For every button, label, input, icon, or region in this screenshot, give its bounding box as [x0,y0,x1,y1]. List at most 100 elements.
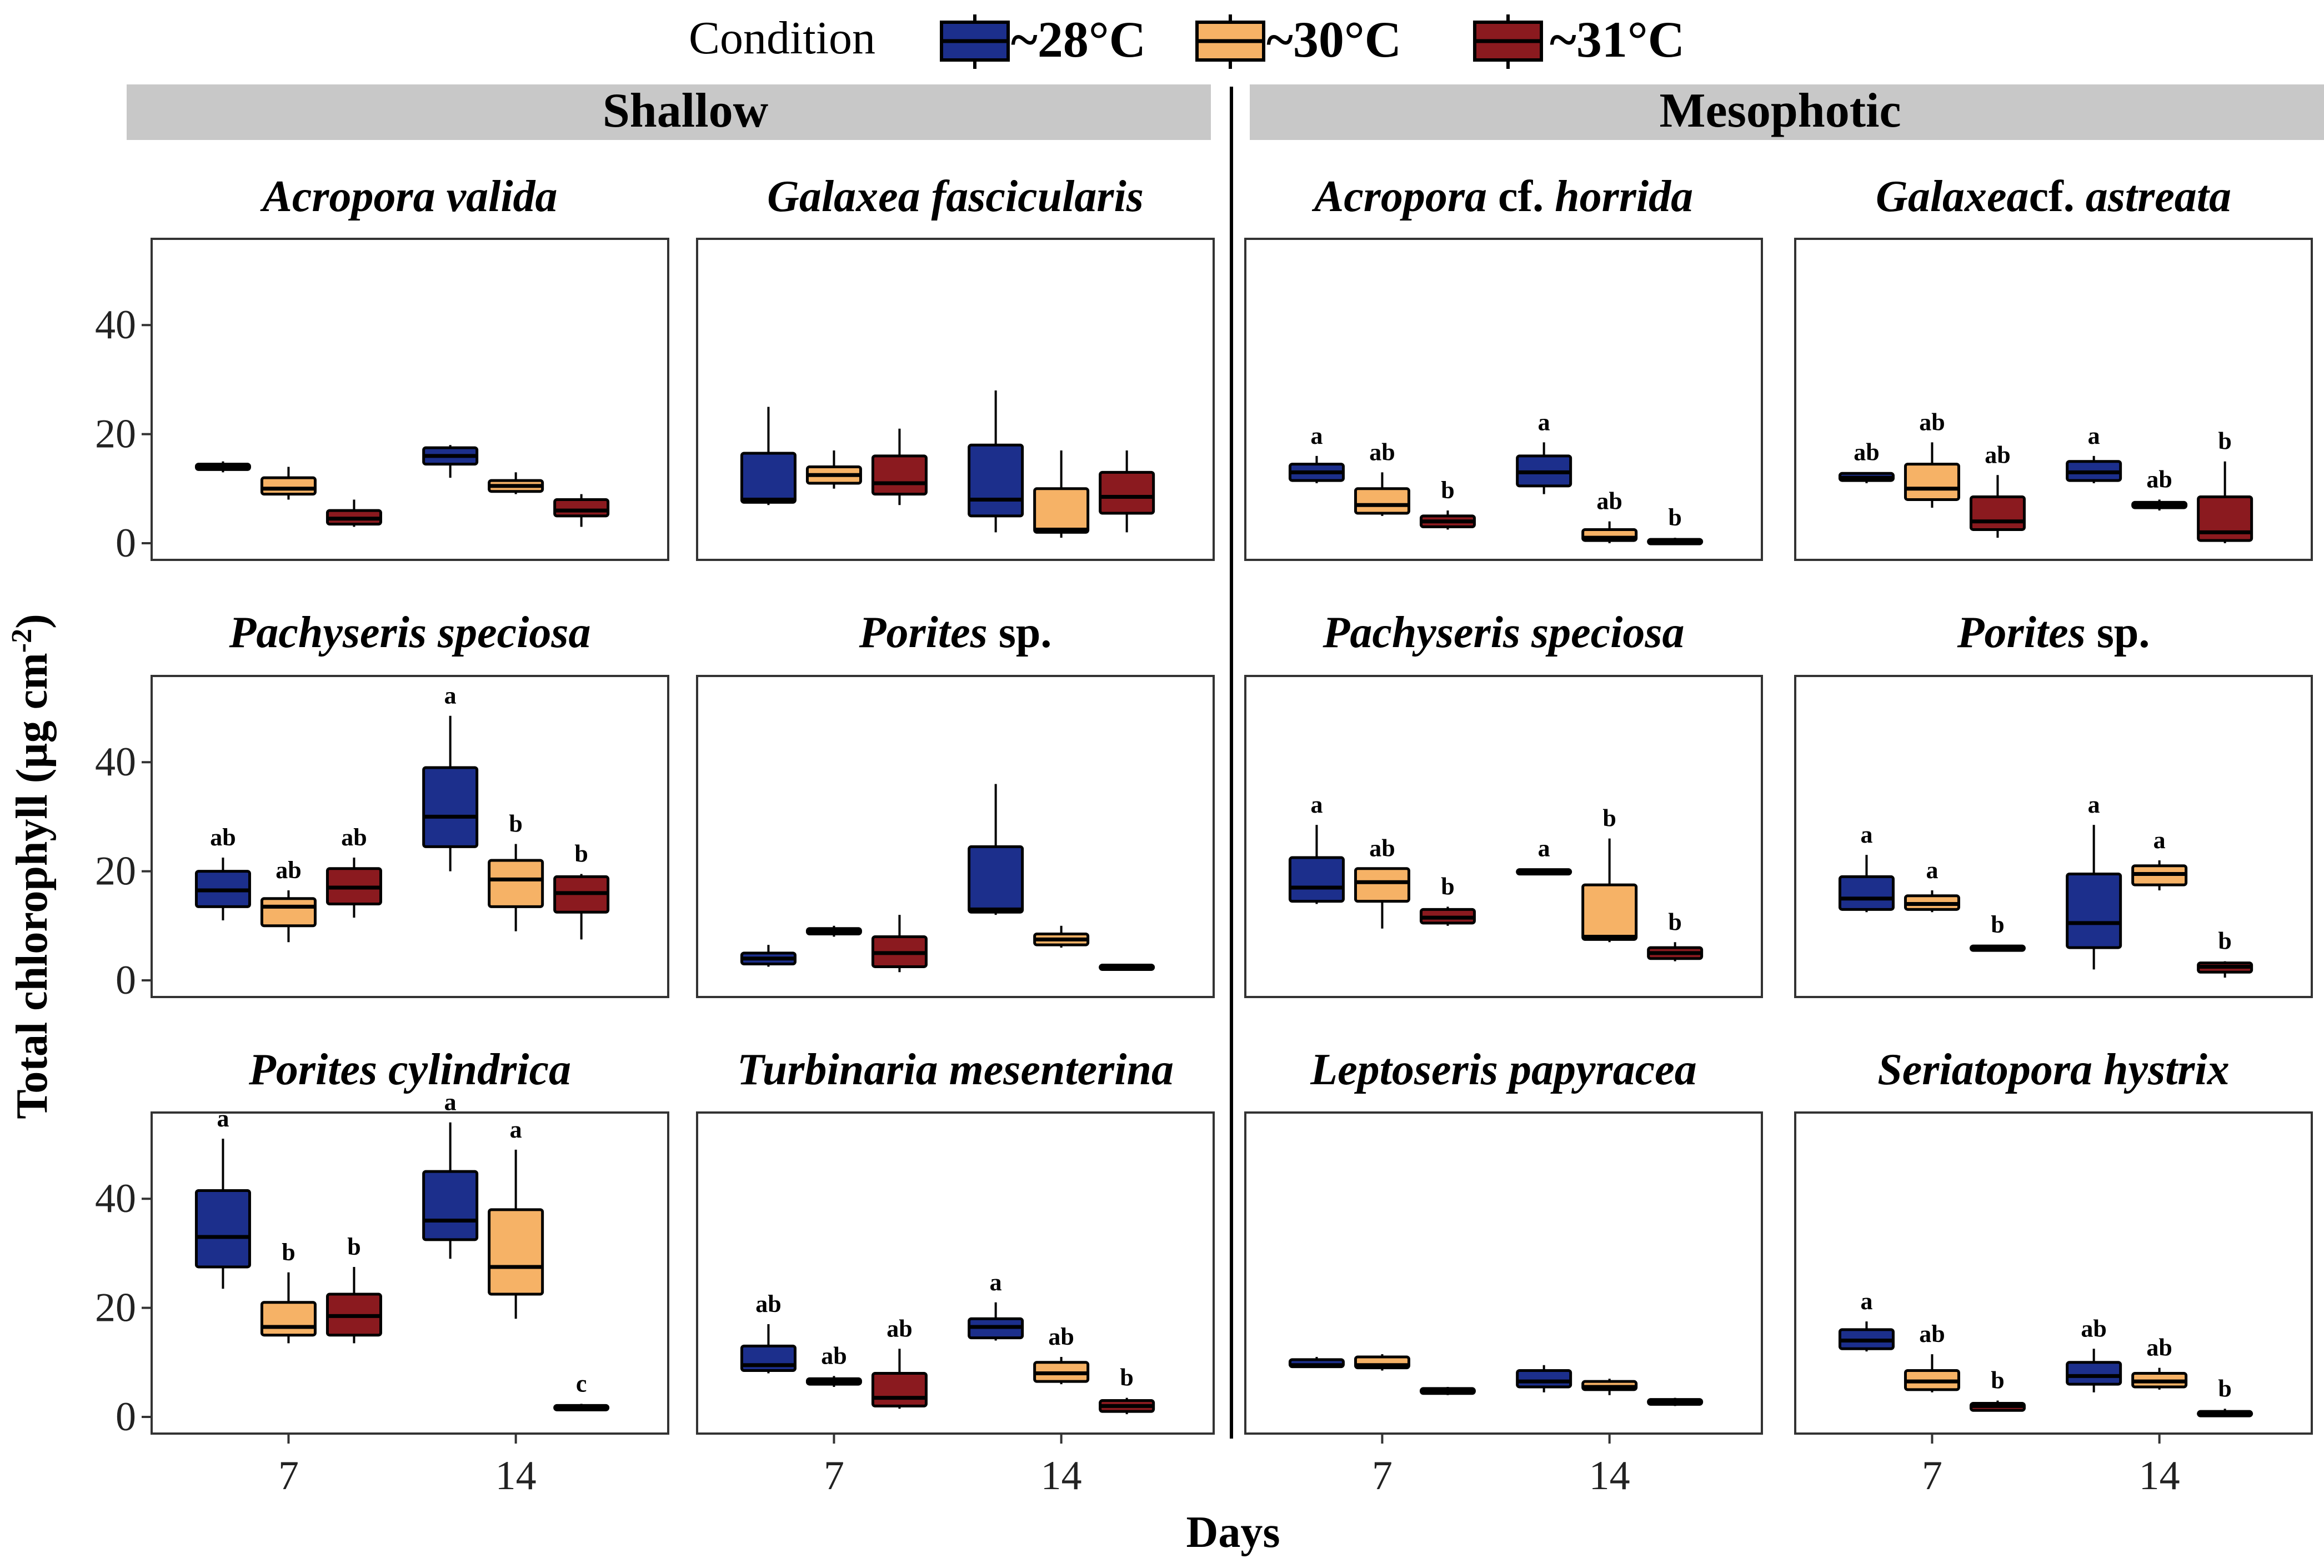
panel-10: Turbinaria mesenterina ab ab ab a ab b 7 14 [696,1045,1215,1499]
panel-title: Porites cylindrica [248,1045,571,1094]
group-strip-shallow: Shallow [127,84,1211,140]
x-tick-label: 7 [1372,1453,1393,1499]
box-day7-30C: ab [1904,408,1960,508]
significance-label: a [1926,856,1938,884]
box-day14-31C: b [2197,928,2253,978]
legend-label-30: ~30°C [1266,11,1401,68]
box-iqr [871,454,928,496]
y-tick-label: 20 [95,412,136,457]
panel-title: Pachyseris speciosa [1322,608,1684,657]
box-day7-31C [871,915,928,973]
box-day7-28C [1288,1356,1345,1369]
panel-11: Leptoseris papyracea 7 14 [1244,1045,1763,1499]
legend-label-31: ~31°C [1550,11,1685,68]
panel-title: Galaxeacf. astreata [1876,172,2231,221]
significance-label: b [1441,873,1454,900]
box-day7-28C: a [1288,422,1345,483]
panel-6: Porites sp. [696,608,1215,998]
box-iqr [968,845,1024,914]
x-tick-label: 7 [278,1453,299,1499]
significance-label: a [2088,422,2100,449]
box-day7-31C: ab [871,1315,928,1409]
box-day14-31C: b [553,840,610,940]
box-iqr [2197,495,2253,542]
significance-label: b [2218,428,2231,455]
legend: Condition ~28°C ~30°C ~31°C [689,11,1685,69]
box-day14-30C: ab [1033,1323,1090,1385]
box-day7-28C: a [1288,791,1345,904]
box-day7-30C [805,450,862,489]
box-day14-28C: a [1516,835,1572,876]
box-day14-31C: b [1647,908,1704,961]
panel-frame [1244,238,1763,561]
y-tick-label: 0 [116,958,136,1003]
panel-4: Galaxeacf. astreata ab ab ab a ab b [1794,172,2313,561]
box-iqr [1516,1369,1572,1389]
panel-frame [1794,238,2313,561]
box-day7-30C: b [260,1239,317,1344]
box-day7-28C: a [194,1105,251,1289]
panel-frame [1244,1111,1763,1435]
significance-label: ab [1048,1323,1074,1350]
box-day14-28C: a [968,1269,1024,1341]
significance-label: a [444,1089,457,1116]
box-day14-31C: b [1647,504,1704,545]
significance-label: b [1602,805,1616,832]
box-iqr [260,897,317,928]
box-day7-31C: b [1969,911,2026,952]
box-day14-30C: ab [1581,488,1638,543]
box-day7-31C: b [1969,1367,2026,1412]
box-iqr [260,476,317,496]
legend-item-28: ~28°C [940,11,1146,69]
panel-frame [696,675,1215,998]
box-day14-31C: c [553,1370,610,1411]
box-iqr [1581,883,1638,941]
significance-label: a [1538,835,1550,862]
significance-label: ab [1854,438,1879,465]
significance-label: ab [886,1315,912,1342]
box-iqr [1288,856,1345,903]
significance-label: b [1441,477,1454,504]
box-day7-30C [260,467,317,500]
box-day14-28C: a [1516,408,1572,494]
significance-label: a [217,1105,229,1132]
box-day14-30C [1033,925,1090,948]
box-iqr [2066,1361,2122,1386]
x-tick-label: 14 [1589,1453,1630,1499]
panel-title: Acropora cf. horrida [1311,172,1693,221]
x-axis-title: Days [1186,1508,1280,1557]
box-day7-30C: a [1904,856,1960,913]
box-day7-31C: ab [325,824,382,918]
box-iqr [488,859,544,908]
significance-label: a [1310,791,1323,818]
significance-label: a [1310,422,1323,449]
group-label-shallow: Shallow [603,84,769,138]
significance-label: a [1860,821,1872,848]
box-day14-28C [422,445,479,478]
box-day7-30C: ab [805,1342,862,1387]
significance-label: b [1991,1367,2004,1394]
significance-label: ab [1919,408,1945,435]
significance-label: a [444,682,457,709]
legend-label-28: ~28°C [1011,11,1146,68]
significance-label: b [1668,908,1681,935]
significance-label: ab [821,1342,847,1369]
box-day7-28C [740,407,797,505]
significance-label: ab [1919,1320,1945,1347]
box-day14-30C: a [2131,826,2188,890]
box-day7-30C: ab [1354,438,1410,516]
box-day7-31C [1419,1386,1476,1395]
panel-frame [1794,1111,2313,1435]
significance-label: b [282,1239,295,1266]
box-day14-30C: a [488,1116,544,1319]
group-strip-mesophotic: Mesophotic [1250,84,2324,140]
box-day7-28C: a [1838,821,1895,913]
panel-8: Porites sp. a a b a a b [1794,608,2313,998]
box-day7-30C: ab [260,856,317,943]
panel-title: Turbinaria mesenterina [737,1045,1174,1094]
significance-label: ab [1596,488,1622,515]
box-iqr [488,1208,544,1296]
box-iqr [1838,875,1895,911]
